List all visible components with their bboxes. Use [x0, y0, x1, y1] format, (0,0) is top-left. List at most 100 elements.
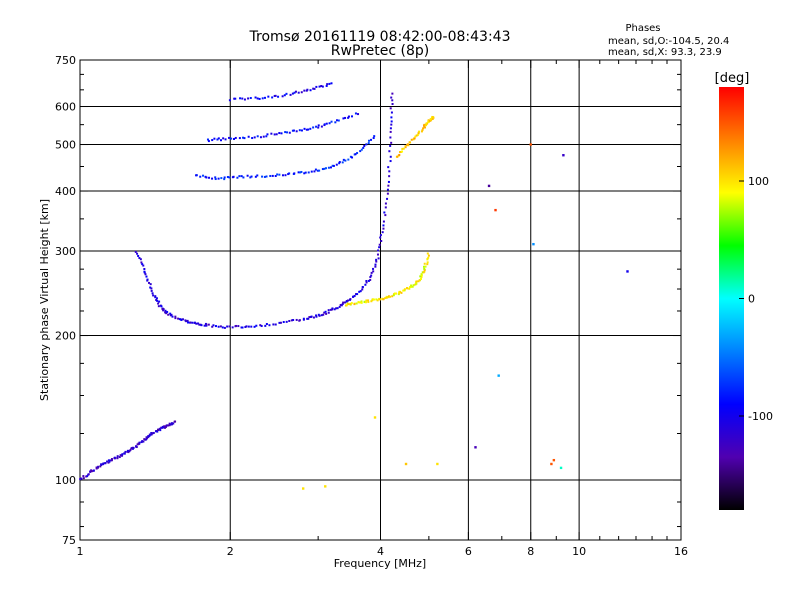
echo-point — [432, 116, 435, 119]
echo-point — [363, 300, 366, 303]
echo-point — [247, 97, 250, 100]
echo-point — [212, 324, 215, 327]
echo-point — [196, 322, 199, 325]
colorbar-ticks: 100 0 -100 — [739, 175, 773, 423]
echo-point — [390, 123, 393, 126]
echo-point — [417, 280, 420, 283]
echo-point — [238, 137, 241, 140]
echo-point — [338, 161, 341, 164]
echo-point — [374, 263, 377, 266]
echo-point — [427, 119, 430, 122]
echo-point — [356, 293, 359, 296]
echo-point — [363, 144, 366, 147]
echo-point — [147, 436, 150, 439]
echo-point — [426, 261, 429, 264]
echo-point — [274, 94, 277, 97]
echo-point — [325, 84, 328, 87]
echo-point — [214, 178, 217, 181]
echo-point — [97, 465, 100, 468]
echo-point — [387, 295, 390, 298]
echo-point — [344, 159, 347, 162]
echo-point — [166, 424, 169, 427]
echo-point — [550, 462, 553, 466]
echo-point — [305, 128, 308, 131]
echo-point — [247, 325, 250, 328]
echo-point — [404, 145, 407, 148]
echo-point — [245, 325, 248, 328]
echo-point — [396, 155, 399, 158]
echo-point — [318, 169, 321, 172]
echo-point — [353, 294, 356, 297]
echo-point — [426, 263, 429, 266]
echo-point — [195, 322, 198, 325]
echo-point — [360, 300, 363, 303]
echo-point — [390, 116, 393, 119]
echo-point — [214, 325, 217, 328]
x-tick-label: 6 — [465, 545, 472, 558]
echo-point — [228, 99, 231, 102]
echo-point — [345, 300, 348, 303]
echo-point — [149, 283, 152, 286]
echo-point — [376, 299, 379, 302]
echo-point — [274, 174, 277, 177]
echo-point — [297, 171, 300, 174]
echo-point — [136, 252, 139, 255]
echo-point — [140, 441, 143, 444]
echo-point — [242, 176, 245, 179]
echo-point — [364, 283, 367, 286]
echo-point — [327, 166, 330, 169]
echo-point — [172, 422, 175, 425]
echo-point — [113, 456, 116, 459]
echo-point — [236, 176, 239, 179]
echo-point — [278, 173, 281, 176]
echo-point — [351, 156, 354, 159]
echo-point — [102, 462, 105, 465]
echo-point — [316, 169, 319, 172]
echo-point — [134, 250, 137, 253]
echo-point — [149, 433, 152, 436]
echo-point — [226, 325, 229, 328]
echo-point — [402, 289, 405, 292]
echo-point — [392, 294, 395, 297]
echo-point — [382, 227, 385, 230]
echo-point — [239, 97, 242, 100]
echo-point — [216, 138, 219, 141]
echo-point — [313, 87, 316, 90]
echo-point — [255, 324, 258, 327]
echo-point — [291, 92, 294, 95]
echo-point — [323, 167, 326, 170]
echo-point — [148, 281, 151, 284]
echo-point — [155, 297, 158, 300]
echo-point — [332, 164, 335, 167]
echo-point — [276, 173, 279, 176]
echo-point — [123, 452, 126, 455]
echo-point — [272, 323, 275, 326]
echo-point — [110, 459, 113, 462]
echo-point — [157, 302, 160, 305]
echo-point — [347, 303, 350, 306]
echo-point — [303, 172, 306, 175]
x-tick-label: 1 — [77, 545, 84, 558]
echo-point — [391, 99, 394, 102]
echo-point — [309, 89, 312, 92]
echo-point — [154, 295, 157, 298]
echo-point — [418, 130, 421, 133]
echo-point — [82, 477, 85, 480]
echo-point — [223, 178, 226, 181]
echo-point — [344, 116, 347, 119]
echo-point — [386, 188, 389, 191]
echo-point — [181, 318, 184, 321]
echo-point — [228, 325, 231, 328]
echo-point — [327, 311, 330, 314]
echo-point — [420, 275, 423, 278]
echo-point — [302, 317, 305, 320]
echo-point — [365, 281, 368, 284]
echo-point — [226, 175, 229, 178]
echo-point — [371, 298, 374, 301]
echo-point — [317, 124, 320, 127]
echo-point — [375, 260, 378, 263]
echo-point — [326, 83, 329, 86]
echo-point — [384, 297, 387, 300]
echo-point — [285, 92, 288, 95]
echo-point — [295, 318, 298, 321]
